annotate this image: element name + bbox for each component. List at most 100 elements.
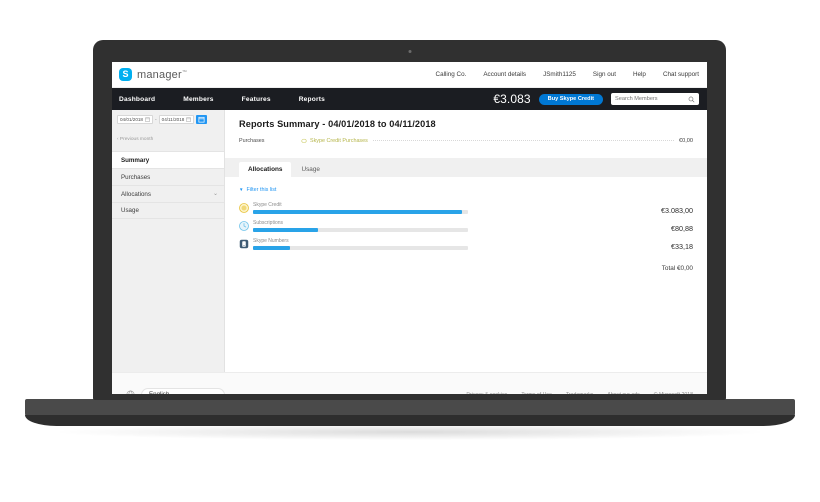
purchases-summary-row: Purchases Skype Credit Purchases €0,00 [239,138,693,144]
search-icon [688,96,695,102]
allocations-panel: Allocations Usage ▼ Filter this list [225,158,707,305]
nav-item-reports[interactable]: Reports [298,95,326,103]
utility-link-chat-support[interactable]: Chat support [662,71,699,78]
footer-link-about-our-ads[interactable]: About our ads [607,392,639,395]
language-value: English [149,391,169,394]
chart-bar-wrap: Subscriptions [253,220,635,232]
nav-right-group: €3.083 Buy Skype Credit [493,92,699,106]
utility-bar: S manager™ Calling Co. Account details J… [112,62,707,88]
sidebar-item-purchases[interactable]: Purchases [112,168,224,185]
chevron-down-icon: ▼ [239,186,244,192]
tab-allocations[interactable]: Allocations [239,162,292,177]
sidebar-item-summary[interactable]: Summary [112,151,224,168]
date-to-field[interactable]: 04/11/2018 [158,115,195,124]
footer-link-trademarks[interactable]: Trademarks [566,392,593,395]
utility-link-calling-co[interactable]: Calling Co. [435,71,467,78]
main-content: Reports Summary - 04/01/2018 to 04/11/20… [225,110,707,372]
browser-screen: S manager™ Calling Co. Account details J… [112,62,707,394]
brand-name: manager™ [137,69,187,81]
chart-row: Subscriptions €80,88 [239,220,693,233]
chart-bar-track [253,227,468,232]
date-from-value: 04/01/2018 [120,117,143,122]
search-members-box[interactable] [611,93,699,105]
language-group: English ⌄ [126,387,225,395]
trademark-symbol: ™ [181,68,188,75]
buy-skype-credit-button[interactable]: Buy Skype Credit [538,93,603,105]
sidebar-item-label: Summary [121,156,150,164]
filter-this-list-wrap: ▼ Filter this list [239,187,693,193]
footer-links: Privacy & cookies Terms of Use Trademark… [466,392,693,395]
main-navbar: Dashboard Members Features Reports €3.08… [112,88,707,110]
chart-bar-track [253,209,468,214]
sidebar: 04/01/2018 - 04/11/2018 [112,110,225,372]
chart-category-label: Skype Credit [253,202,282,208]
dotted-leader [372,139,674,141]
chart-category-label: Subscriptions [253,220,284,226]
chart-value-label: €3.083,00 [661,206,693,215]
calendar-apply-icon [198,116,205,123]
calendar-icon [186,117,192,122]
chart-total-label: Total €0,00 [661,265,693,272]
tab-usage[interactable]: Usage [301,166,320,173]
chart-row: Skype Credit €3.083,00 [239,202,693,215]
account-balance: €3.083 [493,92,531,106]
sidebar-menu: Summary Purchases Allocations ⌄ Usage [112,151,224,219]
chart-value-label: €33,18 [671,242,693,251]
laptop-lid: S manager™ Calling Co. Account details J… [93,40,726,400]
chart-value-label: €80,88 [671,224,693,233]
wallet-icon [301,138,307,143]
skype-credit-icon [239,203,249,213]
nav-item-dashboard[interactable]: Dashboard [119,95,156,103]
filter-this-list-link[interactable]: Filter this list [246,187,277,193]
date-range-picker: 04/01/2018 - 04/11/2018 [112,115,224,127]
page-body: 04/01/2018 - 04/11/2018 [112,110,707,372]
skype-credit-purchases-link[interactable]: Skype Credit Purchases [310,138,368,144]
language-select[interactable]: English ⌄ [141,387,225,395]
nav-items: Dashboard Members Features Reports [119,96,325,103]
sidebar-item-usage[interactable]: Usage [112,202,224,219]
chart-bar-fill [253,209,462,214]
utility-link-sign-out[interactable]: Sign out [592,71,616,78]
calendar-icon [145,117,150,122]
search-input[interactable] [615,96,688,102]
purchases-row-label: Purchases [239,138,265,144]
chart-total-row: Total €0,00 [239,257,693,275]
page-title: Reports Summary - 04/01/2018 to 04/11/20… [239,119,436,129]
date-to-value: 04/11/2018 [161,117,185,122]
previous-month-link-wrap: ‹ Previous month [112,127,224,151]
footer-copyright: © Microsoft 2018 [654,392,693,395]
chart-row: Skype Numbers €33,18 [239,238,693,251]
sidebar-item-allocations[interactable]: Allocations ⌄ [112,185,224,202]
utility-link-help[interactable]: Help [632,71,646,78]
chart-bar-fill [253,227,318,232]
utility-link-username[interactable]: JSmith1125 [543,71,576,78]
previous-month-link[interactable]: ‹ Previous month [117,137,154,142]
utility-links: Calling Co. Account details JSmith1125 S… [436,71,699,78]
subscriptions-icon [239,221,249,231]
footer-link-terms-of-use[interactable]: Terms of Use [521,392,552,395]
brand-name-text: manager [137,68,182,81]
brand-logo[interactable]: S manager™ [119,68,187,81]
panel-tabs: Allocations Usage [225,158,707,177]
laptop-shadow [60,424,760,440]
sidebar-item-label: Allocations [121,190,151,198]
chart-bar-wrap: Skype Credit [253,202,635,214]
purchases-amount: €0,00 [679,138,693,144]
date-range-separator: - [155,116,157,123]
globe-icon [126,390,135,394]
chart-category-label: Skype Numbers [253,238,289,244]
chart-bar-wrap: Skype Numbers [253,238,635,250]
date-apply-button[interactable] [196,115,208,124]
nav-item-members[interactable]: Members [183,95,214,103]
chevron-down-icon: ⌄ [212,191,218,197]
footer-link-privacy-cookies[interactable]: Privacy & cookies [466,392,507,395]
utility-link-account-details[interactable]: Account details [483,71,527,78]
date-from-field[interactable]: 04/01/2018 [117,115,153,124]
skype-logo-icon: S [119,68,132,81]
chart-bar-track [253,245,468,250]
webcam-icon [408,50,411,53]
skype-credit-purchases-link-wrap: Skype Credit Purchases [301,138,368,144]
chevron-down-icon: ⌄ [212,392,217,395]
nav-item-features[interactable]: Features [241,95,271,103]
